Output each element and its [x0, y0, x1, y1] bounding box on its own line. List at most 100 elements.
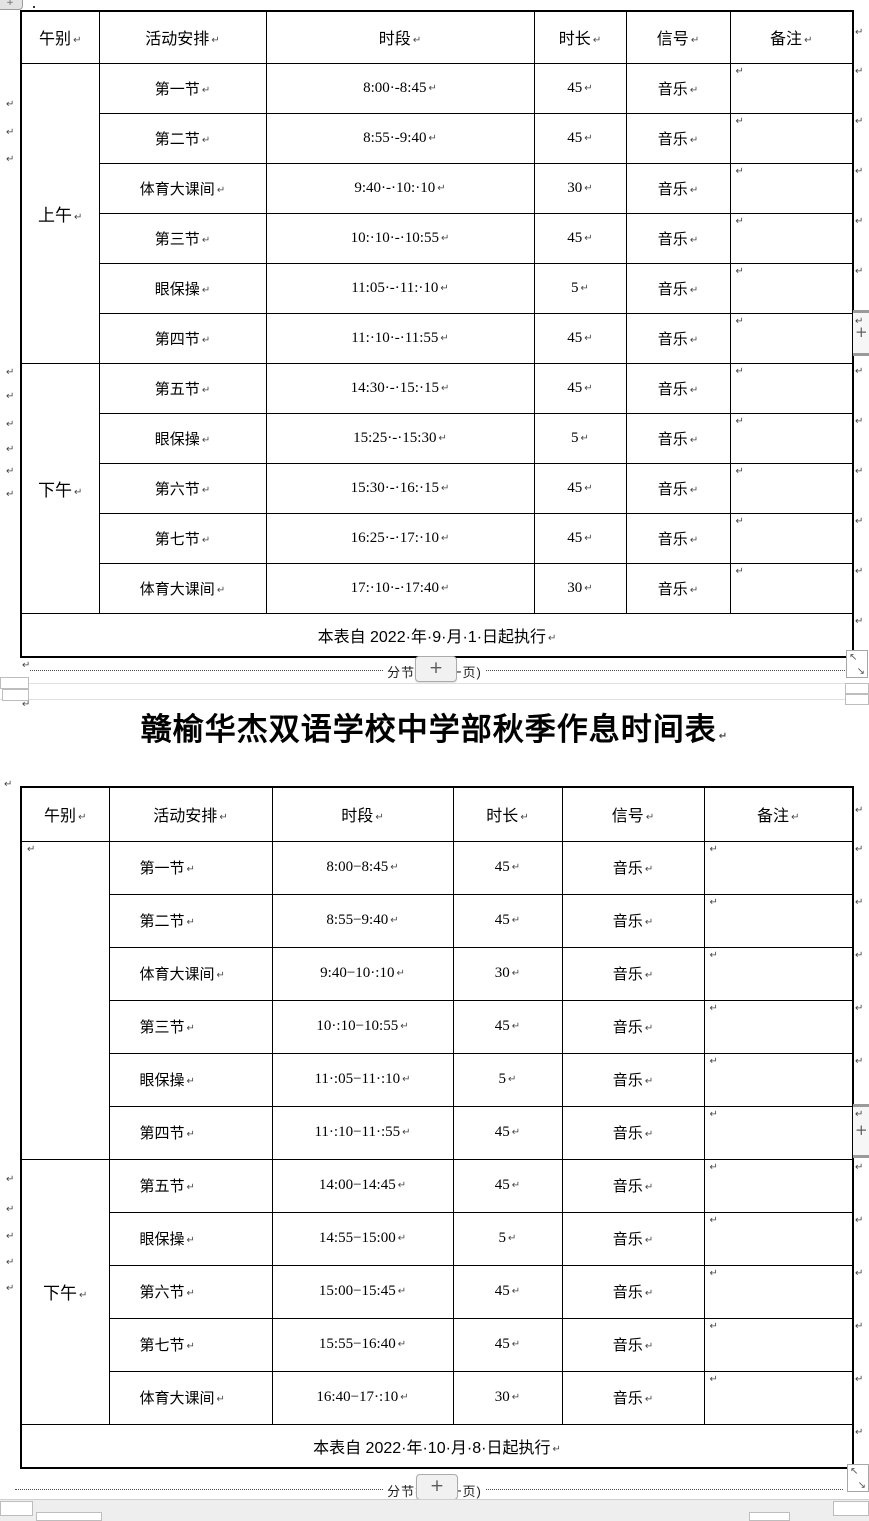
- signal-cell[interactable]: 音乐 ↵: [561, 1052, 705, 1107]
- activity-cell[interactable]: 体育大课间 ↵: [98, 162, 267, 214]
- remark-cell[interactable]: ↵: [703, 1370, 854, 1425]
- corner-scroll-button[interactable]: +: [0, 0, 23, 10]
- time-cell[interactable]: 8:00−8:45 ↵: [271, 840, 454, 895]
- period-cell[interactable]: 上午 ↵: [20, 62, 100, 364]
- remark-cell[interactable]: ↵: [703, 1105, 854, 1160]
- remark-cell[interactable]: ↵: [703, 1211, 854, 1266]
- signal-cell[interactable]: 音乐 ↵: [561, 946, 705, 1001]
- section-break-plus-button[interactable]: +: [416, 1474, 458, 1500]
- activity-cell[interactable]: 第一节 ↵: [98, 62, 267, 114]
- activity-cell[interactable]: 第四节 ↵: [108, 1105, 273, 1160]
- activity-cell[interactable]: 眼保操 ↵: [98, 262, 267, 314]
- signal-cell[interactable]: 音乐 ↵: [625, 562, 731, 614]
- activity-cell[interactable]: 第七节 ↵: [108, 1317, 273, 1372]
- duration-cell[interactable]: 5 ↵: [533, 262, 627, 314]
- time-cell[interactable]: 17:·10·-·17:40 ↵: [265, 562, 535, 614]
- remark-cell[interactable]: ↵: [729, 462, 854, 514]
- time-cell[interactable]: 15:30·-·16:·15 ↵: [265, 462, 535, 514]
- remark-cell[interactable]: ↵: [703, 1264, 854, 1319]
- duration-cell[interactable]: 45 ↵: [533, 512, 627, 564]
- activity-cell[interactable]: 第五节 ↵: [108, 1158, 273, 1213]
- header-cell[interactable]: 时段 ↵: [271, 786, 454, 842]
- duration-cell[interactable]: 45 ↵: [452, 999, 563, 1054]
- signal-cell[interactable]: 音乐 ↵: [625, 362, 731, 414]
- period-cell[interactable]: 下午 ↵: [20, 362, 100, 614]
- time-cell[interactable]: 11:05·-·11:·10 ↵: [265, 262, 535, 314]
- remark-cell[interactable]: ↵: [703, 1052, 854, 1107]
- remark-cell[interactable]: ↵: [729, 362, 854, 414]
- time-cell[interactable]: 11:·10·-·11:55 ↵: [265, 312, 535, 364]
- activity-cell[interactable]: 第七节 ↵: [98, 512, 267, 564]
- duration-cell[interactable]: 30 ↵: [452, 946, 563, 1001]
- header-cell[interactable]: 备注 ↵: [703, 786, 854, 842]
- duration-cell[interactable]: 30 ↵: [533, 562, 627, 614]
- remark-cell[interactable]: ↵: [729, 62, 854, 114]
- activity-cell[interactable]: 眼保操 ↵: [108, 1052, 273, 1107]
- header-cell[interactable]: 活动安排 ↵: [98, 10, 267, 64]
- header-cell[interactable]: 午别 ↵: [20, 10, 100, 64]
- time-cell[interactable]: 11·:05−11·:10 ↵: [271, 1052, 454, 1107]
- activity-cell[interactable]: 体育大课间 ↵: [108, 946, 273, 1001]
- time-cell[interactable]: 14:30·-·15:·15 ↵: [265, 362, 535, 414]
- header-cell[interactable]: 信号 ↵: [625, 10, 731, 64]
- activity-cell[interactable]: 第六节 ↵: [98, 462, 267, 514]
- activity-cell[interactable]: 第一节 ↵: [108, 840, 273, 895]
- time-cell[interactable]: 9:40·-·10:·10 ↵: [265, 162, 535, 214]
- remark-cell[interactable]: ↵: [729, 162, 854, 214]
- header-cell[interactable]: 时长 ↵: [452, 786, 563, 842]
- period-cell[interactable]: ↵: [20, 840, 110, 1160]
- header-cell[interactable]: 时段 ↵: [265, 10, 535, 64]
- signal-cell[interactable]: 音乐 ↵: [561, 999, 705, 1054]
- time-cell[interactable]: 8:55−9:40 ↵: [271, 893, 454, 948]
- activity-cell[interactable]: 眼保操 ↵: [98, 412, 267, 464]
- signal-cell[interactable]: 音乐 ↵: [561, 1158, 705, 1213]
- duration-cell[interactable]: 30 ↵: [533, 162, 627, 214]
- remark-cell[interactable]: ↵: [729, 262, 854, 314]
- signal-cell[interactable]: 音乐 ↵: [625, 512, 731, 564]
- signal-cell[interactable]: 音乐 ↵: [625, 412, 731, 464]
- activity-cell[interactable]: 第六节 ↵: [108, 1264, 273, 1319]
- signal-cell[interactable]: 音乐 ↵: [561, 1105, 705, 1160]
- time-cell[interactable]: 10·:10−10:55 ↵: [271, 999, 454, 1054]
- time-cell[interactable]: 9:40−10·:10 ↵: [271, 946, 454, 1001]
- signal-cell[interactable]: 音乐 ↵: [561, 840, 705, 895]
- remark-cell[interactable]: ↵: [703, 999, 854, 1054]
- signal-cell[interactable]: 音乐 ↵: [625, 462, 731, 514]
- remark-cell[interactable]: ↵: [729, 312, 854, 364]
- time-cell[interactable]: 15:25·-·15:30 ↵: [265, 412, 535, 464]
- activity-cell[interactable]: 第三节 ↵: [108, 999, 273, 1054]
- duration-cell[interactable]: 45 ↵: [533, 362, 627, 414]
- header-cell[interactable]: 信号 ↵: [561, 786, 705, 842]
- page-title[interactable]: 赣榆华杰双语学校中学部秋季作息时间表 ↵: [140, 712, 729, 747]
- duration-cell[interactable]: 45 ↵: [452, 1264, 563, 1319]
- signal-cell[interactable]: 音乐 ↵: [625, 262, 731, 314]
- activity-cell[interactable]: 体育大课间 ↵: [108, 1370, 273, 1425]
- time-cell[interactable]: 16:25·-·17:·10 ↵: [265, 512, 535, 564]
- signal-cell[interactable]: 音乐 ↵: [561, 1317, 705, 1372]
- time-cell[interactable]: 14:00−14:45 ↵: [271, 1158, 454, 1213]
- remark-cell[interactable]: ↵: [729, 512, 854, 564]
- signal-cell[interactable]: 音乐 ↵: [625, 312, 731, 364]
- signal-cell[interactable]: 音乐 ↵: [625, 112, 731, 164]
- header-cell[interactable]: 时长 ↵: [533, 10, 627, 64]
- signal-cell[interactable]: 音乐 ↵: [561, 1211, 705, 1266]
- time-cell[interactable]: 8:55·-9:40 ↵: [265, 112, 535, 164]
- activity-cell[interactable]: 第二节 ↵: [98, 112, 267, 164]
- duration-cell[interactable]: 45 ↵: [533, 112, 627, 164]
- section-break-plus-button[interactable]: +: [415, 656, 457, 682]
- remark-cell[interactable]: ↵: [703, 893, 854, 948]
- time-cell[interactable]: 11·:10−11·:55 ↵: [271, 1105, 454, 1160]
- activity-cell[interactable]: 眼保操 ↵: [108, 1211, 273, 1266]
- footer-cell[interactable]: 本表自 2022·年·9·月·1·日起执行 ↵: [20, 612, 854, 658]
- remark-cell[interactable]: ↵: [729, 212, 854, 264]
- duration-cell[interactable]: 45 ↵: [533, 212, 627, 264]
- activity-cell[interactable]: 体育大课间 ↵: [98, 562, 267, 614]
- remark-cell[interactable]: ↵: [703, 840, 854, 895]
- resize-handle-button[interactable]: ↖ ↘: [846, 650, 868, 678]
- signal-cell[interactable]: 音乐 ↵: [561, 893, 705, 948]
- signal-cell[interactable]: 音乐 ↵: [625, 162, 731, 214]
- signal-cell[interactable]: 音乐 ↵: [561, 1264, 705, 1319]
- duration-cell[interactable]: 45 ↵: [452, 840, 563, 895]
- time-cell[interactable]: 15:00−15:45 ↵: [271, 1264, 454, 1319]
- duration-cell[interactable]: 45 ↵: [533, 312, 627, 364]
